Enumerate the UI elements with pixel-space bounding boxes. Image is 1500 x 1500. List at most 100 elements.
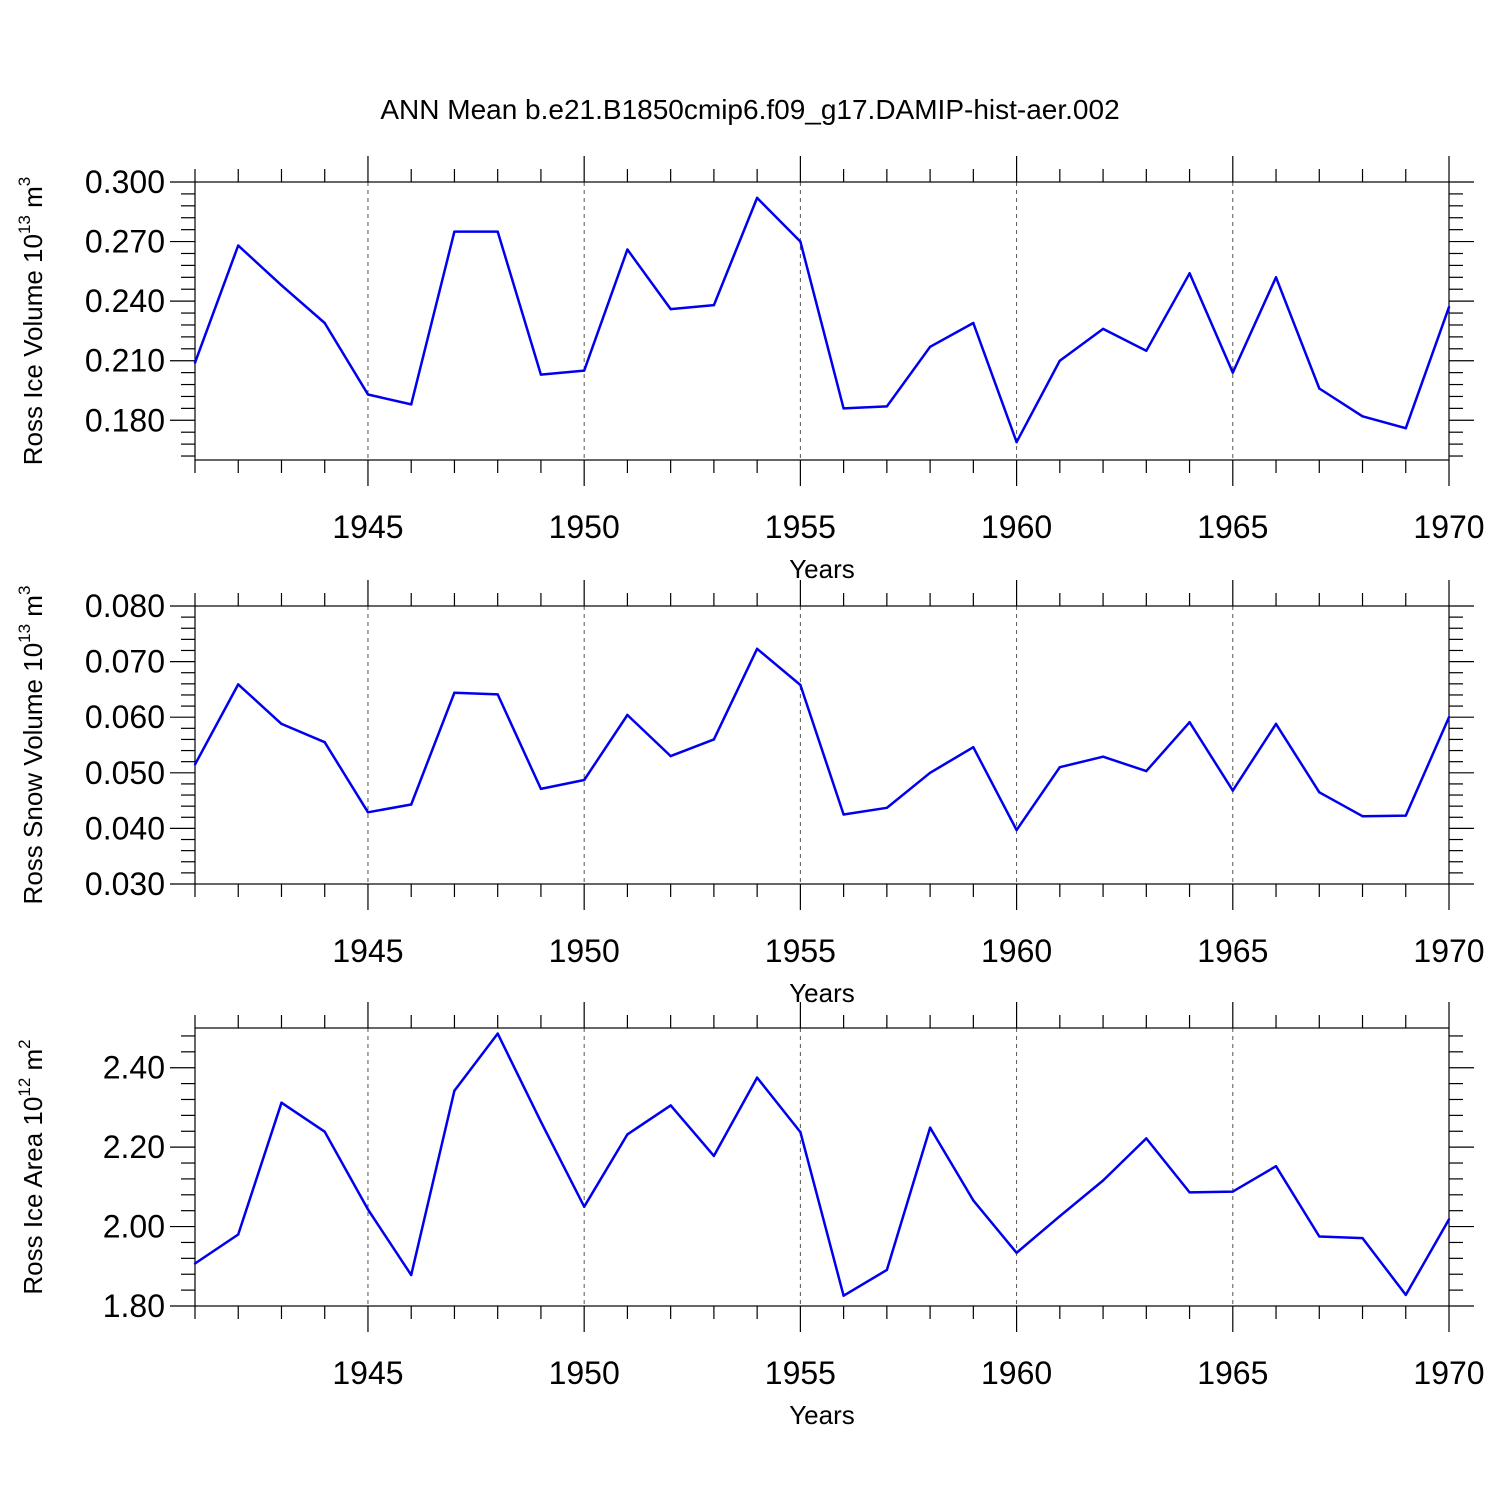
data-point [799,683,802,687]
data-point [453,230,456,233]
data-point [842,407,845,410]
x-tick-label: 1950 [549,509,620,545]
data-point [669,754,672,758]
data-point [1318,791,1321,794]
data-point [539,1120,543,1123]
data-point [885,405,889,408]
x-tick-label: 1950 [549,933,620,969]
data-point [1145,1137,1148,1140]
data-point [539,787,543,791]
y-tick-label: 0.030 [85,866,165,902]
data-point [928,345,932,349]
data-point [193,1262,197,1265]
data-point [237,244,240,247]
data-point [755,196,759,200]
data-point [885,806,889,810]
data-point [1231,789,1234,792]
data-point [1318,387,1321,390]
data-point [626,713,629,717]
y-tick-label: 0.210 [85,343,165,379]
data-point [1145,769,1148,773]
data-point [453,1089,456,1092]
y-axis-label: Ross Ice Area 1012 m2 [15,1039,48,1294]
data-point [496,1032,499,1035]
x-tick-label: 1955 [765,933,836,969]
data-point [366,811,370,814]
data-point [1058,1215,1062,1218]
data-point [323,1130,326,1133]
data-point [193,763,197,766]
data-point [323,741,326,744]
plot-frame [194,181,1450,461]
data-point [1015,828,1018,832]
data-point [496,693,499,696]
data-point [1361,1236,1364,1240]
x-tick-label: 1965 [1197,933,1268,969]
y-axis-label: Ross Snow Volume 1013 m3 [15,586,48,905]
data-point [582,778,586,782]
y-axis-label: Ross Ice Volume 1013 m3 [15,177,48,466]
x-tick-label: 1970 [1413,509,1484,545]
x-axis-label: Years [789,1400,855,1430]
y-tick-label: 0.180 [85,402,165,438]
data-point [1101,755,1105,758]
x-tick-label: 1965 [1197,509,1268,545]
data-point [1447,305,1451,309]
data-point [366,1208,370,1211]
data-point [366,393,370,396]
data-point [323,321,326,325]
x-tick-label: 1945 [332,1355,403,1391]
data-point [1058,359,1062,362]
data-point [712,738,716,741]
data-point [842,1294,845,1297]
data-point [1058,766,1062,769]
x-tick-label: 1970 [1413,933,1484,969]
data-point [885,1268,889,1272]
data-point [410,803,413,806]
data-point [1361,415,1364,418]
data-point [755,647,759,651]
data-point [1274,1165,1278,1168]
data-point [1404,427,1407,430]
data-point [842,813,845,816]
x-axis-label: Years [789,978,855,1008]
y-tick-label: 2.40 [103,1050,165,1086]
data-point [1447,1218,1451,1221]
data-point [280,1101,283,1104]
data-point [1145,349,1148,352]
data-point [1231,1190,1234,1193]
data-point [1274,722,1278,726]
x-tick-label: 1960 [981,509,1052,545]
y-tick-label: 0.070 [85,644,165,680]
data-point [539,373,543,376]
data-point [1231,371,1234,374]
data-point [669,1104,672,1107]
data-point [410,403,413,406]
data-point [496,230,499,233]
series-line [193,647,1451,832]
y-tick-label: 0.040 [85,810,165,846]
data-point [1101,327,1105,331]
data-point [582,1205,586,1208]
series-line [193,196,1451,444]
plot-frame [194,605,1450,885]
data-point [280,284,283,287]
y-tick-label: 0.300 [85,164,165,200]
data-point [1274,276,1278,279]
data-point [410,1273,413,1277]
data-point [1101,1179,1105,1182]
data-point [237,683,240,686]
data-point [1361,814,1364,818]
data-point [1188,272,1191,275]
data-point [972,1199,975,1202]
panel-2: 0.030 0.040 0.050 0.060 0.070 0.080 1945 1950 19… [15,580,1485,1008]
data-point [280,722,283,726]
y-tick-label: 2.20 [103,1129,165,1165]
y-tick-label: 0.060 [85,699,165,735]
x-tick-label: 1945 [332,509,403,545]
data-point [453,691,456,694]
x-tick-label: 1970 [1413,1355,1484,1391]
data-point [1015,1251,1018,1254]
data-point [755,1076,759,1079]
